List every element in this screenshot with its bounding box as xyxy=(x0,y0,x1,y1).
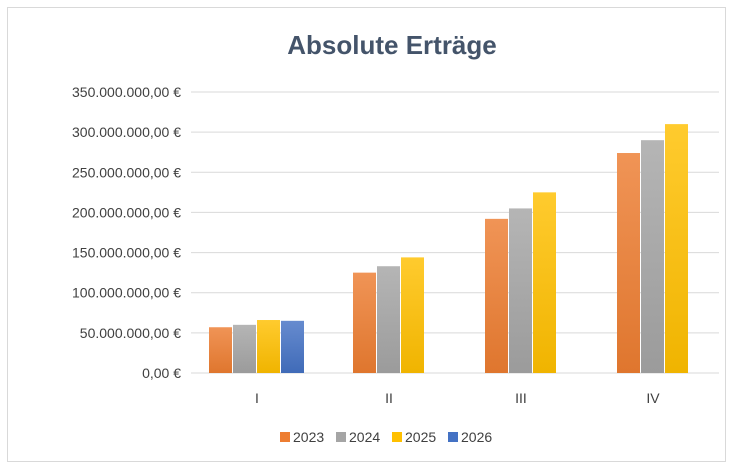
bar-2024-I xyxy=(233,324,256,373)
y-tick-label: 0,00 € xyxy=(142,365,181,381)
legend-swatch xyxy=(448,432,458,442)
chart-frame: Absolute Erträge 0,00 € 50.000.000,00 € 10… xyxy=(7,7,726,462)
legend-label: 2023 xyxy=(293,429,324,445)
x-tick-label: III xyxy=(515,390,527,406)
bar-2026-I xyxy=(281,320,304,373)
bar-2025-I xyxy=(257,320,280,373)
legend-label: 2024 xyxy=(349,429,380,445)
legend-item-2023: 2023 xyxy=(280,429,324,445)
legend-swatch xyxy=(392,432,402,442)
legend-item-2024: 2024 xyxy=(336,429,380,445)
bar-chart: Absolute Erträge 0,00 € 50.000.000,00 € 10… xyxy=(72,30,719,445)
bar-2024-III xyxy=(509,208,532,373)
bar-2025-III xyxy=(533,192,556,373)
x-axis-ticks: I II III IV xyxy=(255,390,660,406)
legend-item-2025: 2025 xyxy=(392,429,436,445)
y-tick-label: 200.000.000,00 € xyxy=(72,204,181,220)
bar-2025-IV xyxy=(665,124,688,373)
y-tick-label: 50.000.000,00 € xyxy=(80,325,181,341)
bar-2023-II xyxy=(353,272,376,373)
chart-title: Absolute Erträge xyxy=(287,30,497,60)
y-tick-label: 300.000.000,00 € xyxy=(72,124,181,140)
legend-item-2026: 2026 xyxy=(448,429,492,445)
y-tick-label: 100.000.000,00 € xyxy=(72,285,181,301)
bar-2023-IV xyxy=(617,153,640,373)
legend: 2023 2024 2025 2026 xyxy=(280,429,492,445)
y-tick-label: 150.000.000,00 € xyxy=(72,245,181,261)
x-tick-label: II xyxy=(385,390,393,406)
bar-2025-II xyxy=(401,257,424,373)
y-axis-ticks: 0,00 € 50.000.000,00 € 100.000.000,00 € 150… xyxy=(72,84,181,381)
x-tick-label: I xyxy=(255,390,259,406)
legend-label: 2026 xyxy=(461,429,492,445)
legend-swatch xyxy=(336,432,346,442)
bar-2023-III xyxy=(485,218,508,373)
bar-2023-I xyxy=(209,327,232,373)
y-tick-label: 350.000.000,00 € xyxy=(72,84,181,100)
legend-swatch xyxy=(280,432,290,442)
bars xyxy=(209,124,688,373)
y-tick-label: 250.000.000,00 € xyxy=(72,164,181,180)
bar-2024-IV xyxy=(641,140,664,373)
x-tick-label: IV xyxy=(646,390,660,406)
bar-2024-II xyxy=(377,266,400,373)
legend-label: 2025 xyxy=(405,429,436,445)
